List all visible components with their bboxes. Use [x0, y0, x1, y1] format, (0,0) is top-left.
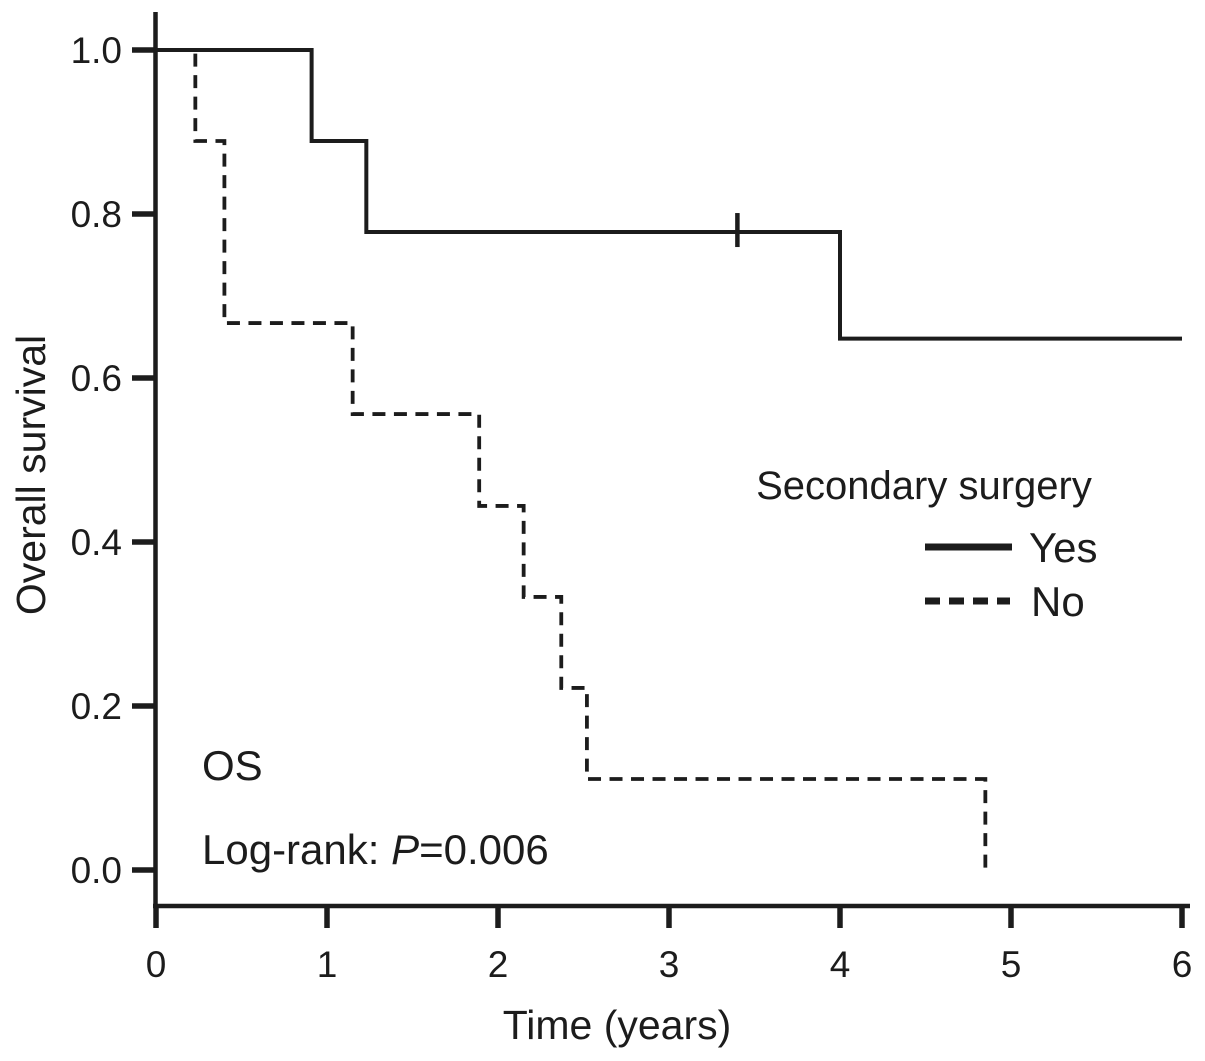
x-axis-title: Time (years): [503, 1002, 732, 1048]
legend-no-label: No: [1031, 578, 1085, 625]
x-tick-label: 3: [659, 944, 680, 985]
y-axis-title: Overall survival: [8, 335, 54, 615]
legend: Secondary surgery Yes No: [756, 464, 1097, 625]
x-ticks: 0 1 2 3 4 5 6: [146, 906, 1193, 985]
legend-title: Secondary surgery: [756, 464, 1092, 508]
x-tick-label: 6: [1172, 944, 1193, 985]
x-tick-label: 2: [488, 944, 509, 985]
survival-curves: [156, 48, 1182, 870]
y-tick-label: 0.2: [71, 686, 122, 727]
y-tick-label: 0.8: [71, 194, 122, 235]
logrank-prefix: Log-rank:: [202, 826, 391, 873]
y-ticks: 1.0 0.8 0.6 0.4 0.2 0.0: [71, 30, 155, 891]
axes: [153, 12, 1190, 909]
survival-curve-yes: [156, 48, 1182, 341]
logrank-stat: P: [391, 826, 419, 873]
logrank-annotation: Log-rank: P=0.006: [202, 826, 549, 873]
endpoint-annotation: OS: [202, 742, 263, 789]
logrank-value: =0.006: [419, 826, 549, 873]
x-tick-label: 0: [146, 944, 167, 985]
y-tick-label: 0.4: [71, 522, 122, 563]
y-tick-label: 0.0: [71, 850, 122, 891]
legend-yes-label: Yes: [1029, 524, 1098, 571]
y-tick-label: 1.0: [71, 30, 122, 71]
x-tick-label: 1: [317, 944, 338, 985]
survival-curve-no: [156, 48, 988, 870]
y-tick-label: 0.6: [71, 358, 122, 399]
x-tick-label: 4: [830, 944, 851, 985]
x-tick-label: 5: [1001, 944, 1022, 985]
